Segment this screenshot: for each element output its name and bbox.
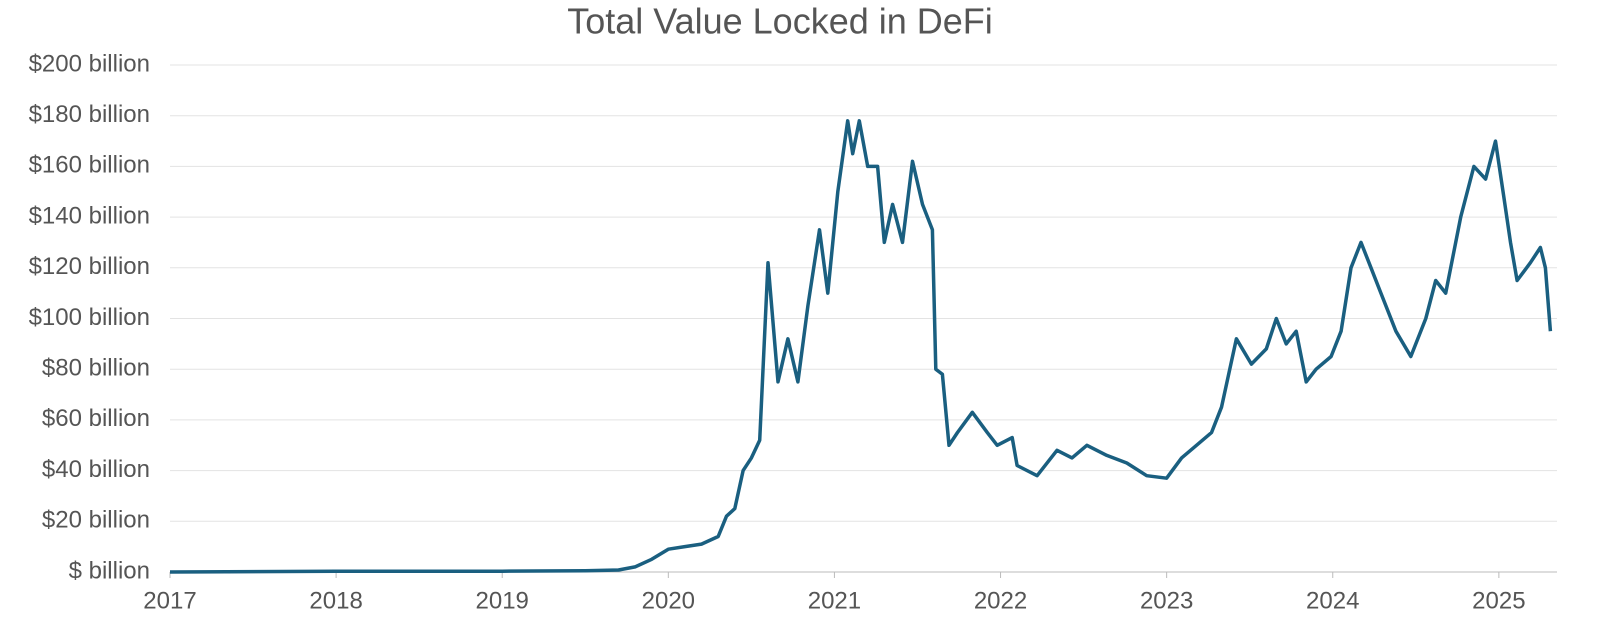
y-tick-label: $200 billion	[29, 50, 150, 77]
y-tick-label: $20 billion	[42, 507, 150, 534]
x-tick-label: 2022	[974, 587, 1027, 614]
data-line	[169, 119, 1553, 574]
y-tick-label: $60 billion	[42, 405, 150, 432]
x-tick-label: 2017	[143, 587, 196, 614]
y-tick-label: $160 billion	[29, 152, 150, 179]
chart-title: Total Value Locked in DeFi	[567, 1, 993, 42]
x-tick-label: 2024	[1306, 587, 1359, 614]
y-tick-label: $120 billion	[29, 253, 150, 280]
y-tick-label: $140 billion	[29, 202, 150, 229]
y-tick-label: $40 billion	[42, 456, 150, 483]
y-tick-label: $80 billion	[42, 355, 150, 382]
y-tick-label: $ billion	[69, 557, 150, 584]
y-tick-label: $180 billion	[29, 101, 150, 128]
x-tick-label: 2019	[476, 587, 529, 614]
x-tick-label: 2018	[309, 587, 362, 614]
x-tick-label: 2020	[642, 587, 695, 614]
x-tick-label: 2023	[1140, 587, 1193, 614]
x-tick-label: 2021	[808, 587, 861, 614]
y-tick-label: $100 billion	[29, 304, 150, 331]
x-tick-label: 2025	[1472, 587, 1525, 614]
